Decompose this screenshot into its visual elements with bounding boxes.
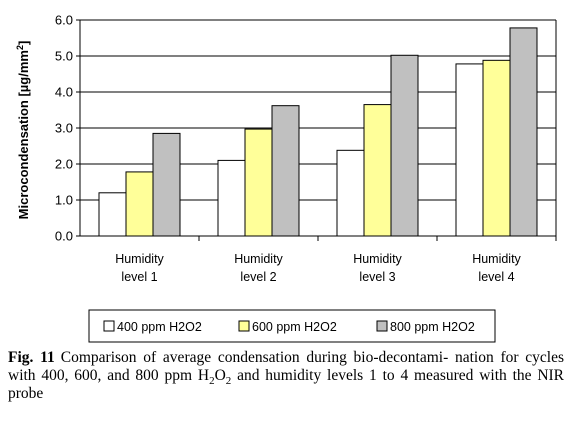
legend-box xyxy=(88,309,496,343)
x-category-label: level 1 xyxy=(121,270,157,284)
legend-swatch xyxy=(103,320,115,332)
bar xyxy=(217,159,246,237)
y-tick-label: 1.0 xyxy=(55,193,73,208)
x-category-label: Humidity xyxy=(472,252,521,266)
legend-swatch xyxy=(376,320,388,332)
legend: 400 ppm H2O2 600 ppm H2O2 800 ppm H2O2 xyxy=(88,309,496,343)
bar xyxy=(363,104,392,237)
y-tick-label: 0.0 xyxy=(55,229,73,244)
legend-swatch xyxy=(238,320,250,332)
axes xyxy=(76,19,557,241)
legend-label: 800 ppm H2O2 xyxy=(390,320,475,334)
bar xyxy=(336,149,365,237)
bars xyxy=(98,27,538,237)
x-category-label: Humidity xyxy=(353,252,402,266)
category-labels: Humidity level 1 Humidity level 2 Humidity le… xyxy=(115,252,521,284)
caption-text-after: and humidity levels 1 to 4 measured with… xyxy=(8,367,565,402)
x-category-label: level 3 xyxy=(359,270,395,284)
y-tick-label: 4.0 xyxy=(55,85,73,100)
caption-text-before: Comparison of average condensation durin… xyxy=(8,349,564,384)
y-tick-label: 6.0 xyxy=(55,13,73,28)
bar xyxy=(98,192,127,237)
figure-label: Fig. 11 xyxy=(8,349,55,366)
bar xyxy=(244,128,273,237)
legend-label: 400 ppm H2O2 xyxy=(117,320,202,334)
x-category-label: Humidity xyxy=(234,252,283,266)
y-tick-label: 3.0 xyxy=(55,121,73,136)
y-tick-labels: 0.0 1.0 2.0 3.0 4.0 5.0 6.0 xyxy=(55,13,73,244)
bar xyxy=(390,54,419,237)
bar xyxy=(455,63,484,237)
x-category-label: Humidity xyxy=(115,252,164,266)
bar xyxy=(271,105,300,237)
bar xyxy=(152,132,181,237)
x-category-label: level 2 xyxy=(240,270,276,284)
legend-label: 600 ppm H2O2 xyxy=(252,320,337,334)
y-tick-label: 5.0 xyxy=(55,49,73,64)
bar xyxy=(509,27,538,237)
legend-items: 400 ppm H2O2 600 ppm H2O2 800 ppm H2O2 xyxy=(103,320,475,334)
bar xyxy=(125,171,154,237)
bar xyxy=(482,59,511,237)
y-axis-title: Microcondensation [µg/mm2] xyxy=(15,41,31,220)
x-category-label: level 4 xyxy=(478,270,514,284)
caption-chemical: 2O2 xyxy=(209,367,232,388)
figure-caption: Fig. 11 Comparison of average condensatio… xyxy=(8,349,564,403)
y-tick-label: 2.0 xyxy=(55,157,73,172)
